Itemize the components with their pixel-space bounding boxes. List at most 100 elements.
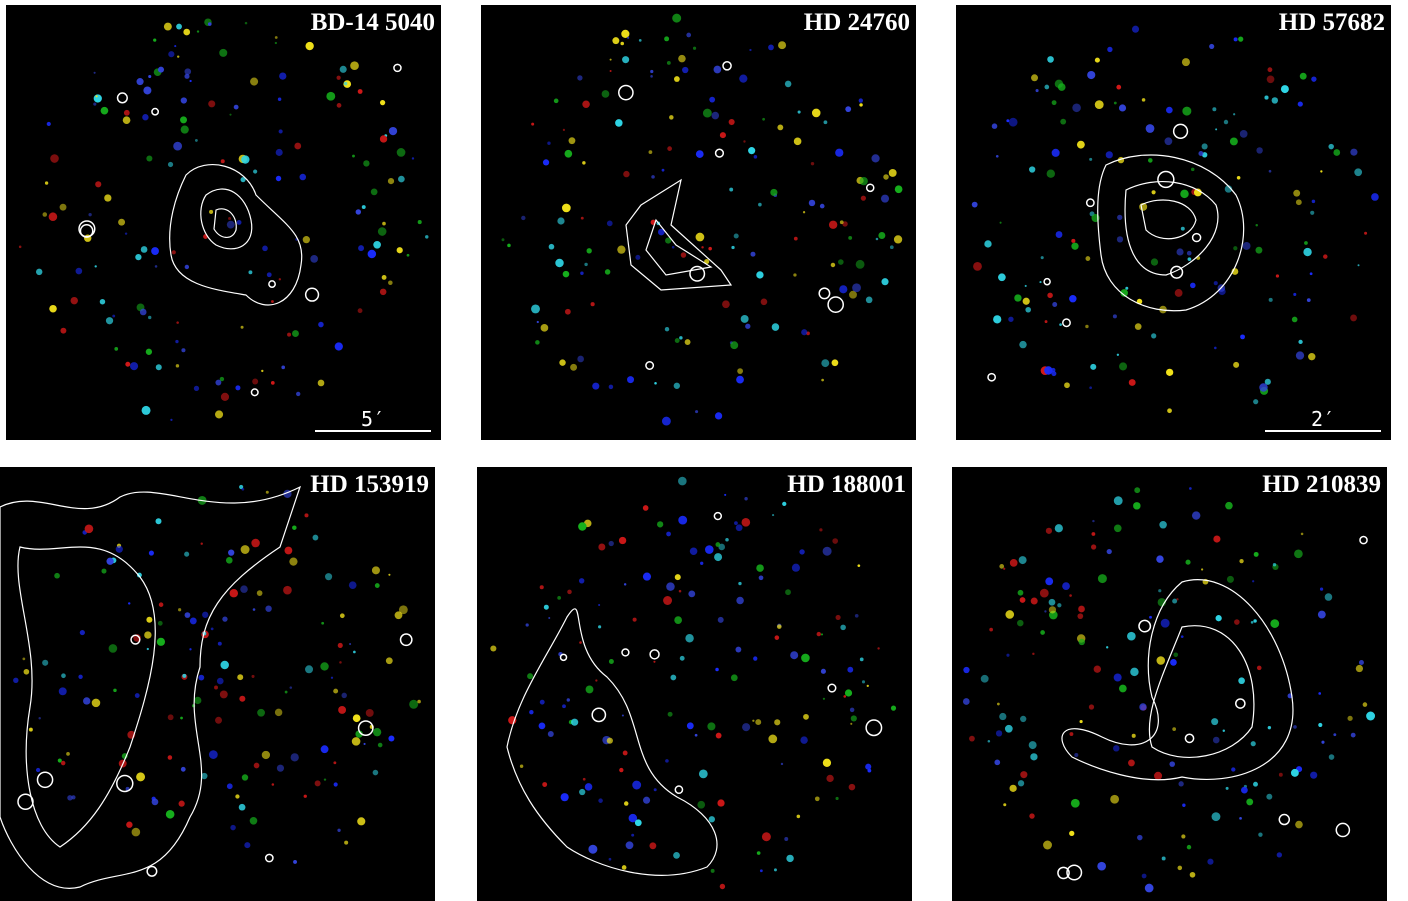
source — [185, 265, 189, 269]
source — [1325, 593, 1333, 601]
source — [675, 574, 681, 580]
source — [762, 832, 771, 841]
source — [540, 700, 545, 705]
source — [662, 169, 665, 172]
source — [1269, 170, 1272, 173]
source — [1055, 524, 1063, 532]
source — [1356, 665, 1363, 672]
source — [678, 516, 687, 525]
source — [1019, 556, 1027, 564]
source — [871, 154, 879, 162]
source — [1017, 620, 1023, 626]
source — [741, 315, 749, 323]
source — [146, 155, 152, 161]
source — [251, 675, 254, 678]
source — [241, 326, 244, 329]
source — [605, 269, 610, 274]
source — [1363, 702, 1368, 707]
source — [737, 368, 743, 374]
source — [1170, 659, 1177, 666]
source — [736, 524, 743, 531]
source — [1085, 256, 1090, 261]
source — [253, 170, 257, 174]
source — [144, 631, 151, 638]
source — [1182, 58, 1190, 66]
source — [42, 660, 48, 666]
source — [793, 273, 796, 276]
source — [1215, 128, 1217, 130]
source — [287, 333, 291, 337]
source — [168, 51, 174, 57]
source — [221, 159, 225, 163]
source — [598, 544, 605, 551]
source — [271, 300, 274, 303]
source — [963, 698, 970, 705]
source — [285, 547, 293, 555]
source — [1106, 151, 1113, 158]
source — [998, 273, 1006, 281]
source — [595, 679, 597, 681]
source — [305, 665, 313, 673]
source — [155, 265, 158, 268]
source — [1129, 379, 1136, 386]
source — [1119, 104, 1126, 111]
source — [337, 829, 340, 832]
source — [326, 92, 335, 101]
source — [1137, 835, 1142, 840]
source — [382, 222, 386, 226]
source — [1077, 141, 1085, 149]
source — [242, 488, 245, 491]
source — [1005, 725, 1013, 733]
source — [166, 810, 175, 819]
source — [1020, 716, 1026, 722]
contour-ring — [117, 776, 133, 792]
source — [1312, 200, 1315, 203]
source — [1130, 668, 1138, 676]
source — [989, 628, 993, 632]
source — [184, 552, 189, 557]
source — [252, 379, 258, 385]
source — [567, 590, 572, 595]
source — [845, 106, 851, 112]
source — [1010, 559, 1018, 567]
contour-ring — [866, 720, 881, 735]
source — [378, 227, 387, 236]
source — [1189, 487, 1192, 490]
source — [1029, 813, 1034, 818]
source — [318, 322, 324, 328]
source — [889, 169, 897, 177]
source — [292, 525, 297, 530]
source — [883, 174, 888, 179]
image-panel: HD 576822′ — [956, 5, 1391, 440]
source — [610, 70, 612, 72]
source — [356, 209, 361, 214]
source — [838, 259, 844, 265]
source — [1135, 323, 1142, 330]
source — [674, 383, 680, 389]
source — [777, 124, 783, 130]
source — [173, 142, 182, 151]
source — [248, 270, 252, 274]
source — [251, 539, 260, 548]
source — [388, 574, 390, 576]
panel-title: HD 188001 — [787, 471, 906, 499]
source — [739, 75, 747, 83]
source — [561, 793, 569, 801]
x-ray-image — [956, 5, 1391, 440]
source — [583, 778, 586, 781]
source — [279, 278, 281, 280]
source — [557, 596, 561, 600]
source — [94, 72, 96, 74]
source — [784, 837, 788, 841]
source — [1268, 67, 1273, 72]
source — [399, 605, 408, 614]
source — [1117, 354, 1119, 356]
source — [137, 78, 144, 85]
source — [318, 380, 325, 387]
source — [1253, 619, 1256, 622]
source — [335, 342, 343, 350]
source — [1181, 834, 1185, 838]
contour-ring — [269, 281, 275, 287]
source — [215, 410, 223, 418]
source — [1085, 325, 1088, 328]
